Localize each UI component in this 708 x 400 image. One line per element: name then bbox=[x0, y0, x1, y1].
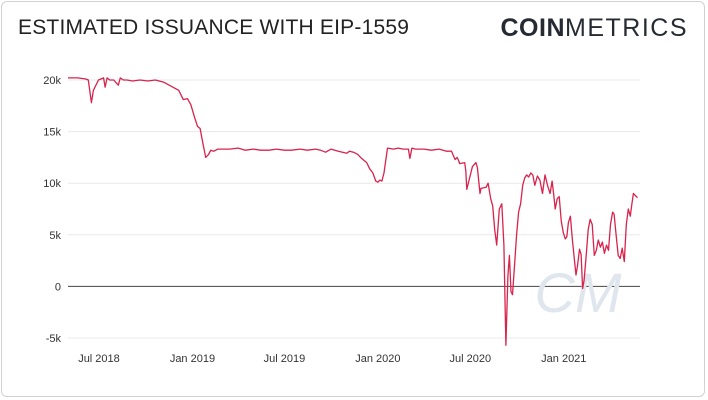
gridlines bbox=[68, 79, 640, 339]
y-tick-label: 15k bbox=[43, 127, 61, 139]
x-axis-ticks: Jul 2018 Jan 2019 Jul 2019 Jan 2020 Jul 2020… bbox=[78, 353, 586, 365]
y-tick-label: 5k bbox=[49, 230, 61, 242]
coinmetrics-logo: COINMETRICS bbox=[501, 14, 689, 43]
y-tick-label: 10k bbox=[43, 178, 61, 190]
x-tick-label: Jan 2021 bbox=[541, 353, 586, 365]
x-tick-label: Jul 2018 bbox=[78, 353, 120, 365]
logo-light-text: METRICS bbox=[565, 14, 688, 42]
x-tick-label: Jul 2019 bbox=[264, 353, 306, 365]
y-axis-ticks: 20k 15k 10k 5k 0 -5k bbox=[43, 75, 61, 345]
logo-bold-text: COIN bbox=[500, 14, 565, 42]
x-tick-label: Jan 2019 bbox=[170, 353, 215, 365]
x-tick-label: Jan 2020 bbox=[355, 353, 400, 365]
y-tick-label: 0 bbox=[55, 281, 61, 293]
x-tick-label: Jul 2020 bbox=[450, 353, 492, 365]
series-line bbox=[68, 77, 638, 346]
chart-title: ESTIMATED ISSUANCE WITH EIP-1559 bbox=[18, 16, 410, 39]
y-tick-label: 20k bbox=[43, 75, 61, 87]
watermark-logo: CM bbox=[534, 261, 621, 324]
y-tick-label: -5k bbox=[46, 333, 62, 345]
